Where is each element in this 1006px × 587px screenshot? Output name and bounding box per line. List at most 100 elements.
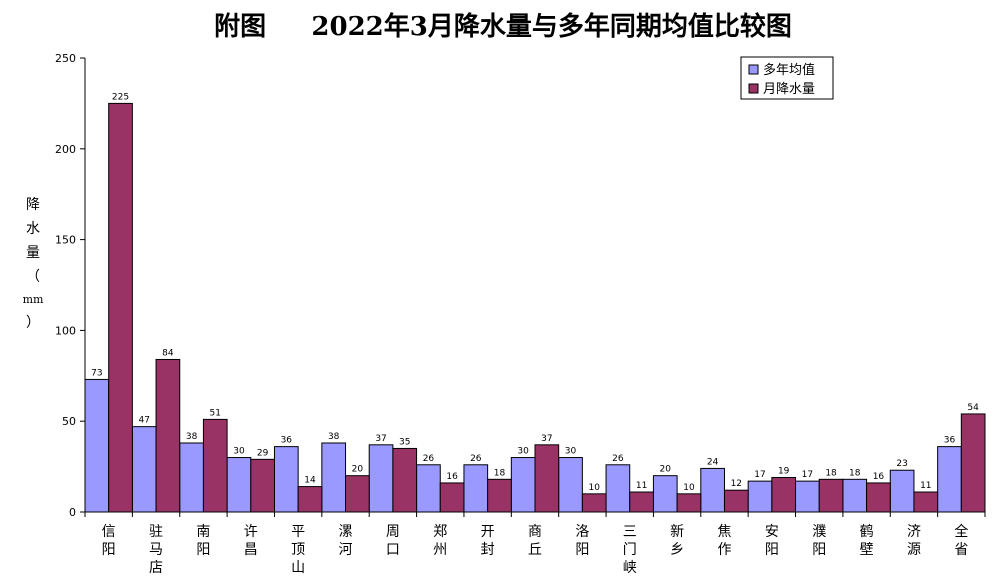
- x-tick-label: 濮阳: [812, 524, 826, 558]
- x-tick-label: 驻马店: [149, 524, 163, 576]
- y-axis-label-char: 降: [26, 197, 40, 213]
- bar: [392, 447, 418, 513]
- data-label: 17: [802, 470, 813, 480]
- data-label: 84: [162, 348, 174, 358]
- bar: [131, 426, 157, 513]
- bar: [155, 358, 181, 513]
- legend-swatch: [748, 83, 759, 94]
- x-tick-label: 南阳: [196, 524, 210, 558]
- data-label: 23: [896, 459, 907, 469]
- bar: [960, 413, 986, 513]
- data-label: 37: [541, 434, 552, 444]
- data-label: 10: [588, 483, 600, 493]
- data-label: 36: [944, 436, 956, 446]
- y-axis-label-char: 量: [26, 245, 40, 261]
- y-axis-label-char: ）: [26, 315, 40, 331]
- bar: [273, 446, 299, 513]
- y-axis-label: 降水量 （ mm ）: [18, 193, 48, 335]
- bar: [771, 476, 797, 513]
- data-label: 11: [920, 481, 931, 491]
- bar: [700, 467, 725, 513]
- data-label: 18: [494, 468, 506, 478]
- data-label: 47: [138, 416, 149, 426]
- data-label: 38: [328, 432, 340, 442]
- y-tick-label: 50: [62, 415, 76, 428]
- data-label: 29: [257, 448, 269, 458]
- bar: [842, 478, 868, 513]
- x-tick-label: 平顶山: [291, 524, 305, 576]
- data-label: 54: [967, 403, 979, 413]
- bar: [676, 493, 702, 513]
- y-tick-label: 250: [55, 52, 76, 65]
- data-label: 73: [91, 368, 102, 378]
- data-label: 14: [304, 476, 316, 486]
- data-label: 24: [707, 457, 719, 467]
- y-tick-label: 150: [55, 234, 76, 247]
- legend-label: 月降水量: [763, 82, 815, 97]
- x-tick-label: 信阳: [102, 524, 116, 558]
- data-label: 20: [352, 465, 364, 475]
- bar: [629, 491, 654, 513]
- bar: [84, 378, 110, 513]
- data-label: 51: [210, 408, 221, 418]
- bar: [250, 458, 275, 513]
- x-tick-label: 商丘: [528, 524, 542, 558]
- legend-swatch: [748, 64, 759, 75]
- bar: [818, 478, 844, 513]
- x-tick-label: 许昌: [244, 524, 258, 558]
- y-axis-label-char: （: [26, 269, 40, 285]
- bar: [345, 475, 370, 513]
- bar: [439, 482, 465, 513]
- bar: [866, 482, 891, 513]
- bar: [108, 102, 133, 513]
- bar: [321, 442, 347, 513]
- data-label: 30: [565, 447, 577, 457]
- data-label: 18: [825, 468, 837, 478]
- x-tick-label: 焦作: [717, 524, 731, 558]
- data-label: 36: [281, 436, 293, 446]
- x-tick-label: 周口: [386, 524, 400, 558]
- data-label: 11: [636, 481, 647, 491]
- x-tick-label: 漯河: [339, 524, 353, 558]
- x-tick-label: 开封: [481, 524, 495, 558]
- bar: [723, 489, 749, 513]
- bar: [226, 457, 252, 513]
- bar: [416, 464, 441, 513]
- bar: [581, 493, 607, 513]
- legend-label: 多年均值: [763, 62, 815, 78]
- x-tick-label: 三门峡: [623, 524, 637, 576]
- bar: [889, 469, 915, 513]
- data-label: 12: [731, 479, 742, 489]
- data-label: 26: [612, 454, 624, 464]
- bar: [297, 486, 323, 513]
- x-tick-label: 济源: [907, 524, 921, 558]
- y-tick-label: 0: [69, 506, 76, 519]
- y-tick-label: 100: [55, 324, 76, 337]
- bar: [747, 480, 773, 513]
- x-tick-label: 洛阳: [575, 524, 589, 558]
- data-label: 17: [754, 470, 765, 480]
- data-label: 37: [375, 434, 386, 444]
- data-label: 38: [186, 432, 198, 442]
- data-label: 35: [399, 437, 410, 447]
- data-label: 26: [423, 454, 435, 464]
- bar: [202, 418, 228, 513]
- bar: [795, 480, 820, 513]
- bar: [368, 444, 394, 513]
- bar: [937, 446, 962, 513]
- bar: [463, 464, 489, 513]
- y-axis-label-unit: mm: [22, 293, 44, 306]
- y-axis-label-char: 水: [26, 221, 40, 237]
- bar: [605, 464, 631, 513]
- data-label: 30: [517, 447, 529, 457]
- data-label: 16: [446, 472, 458, 482]
- bar: [534, 444, 560, 513]
- x-tick-label: 全省: [954, 523, 968, 558]
- data-label: 16: [873, 472, 885, 482]
- data-label: 18: [849, 468, 861, 478]
- bar: [510, 457, 536, 513]
- x-tick-label: 新乡: [670, 524, 684, 558]
- data-label: 30: [233, 447, 245, 457]
- bar: [913, 491, 939, 513]
